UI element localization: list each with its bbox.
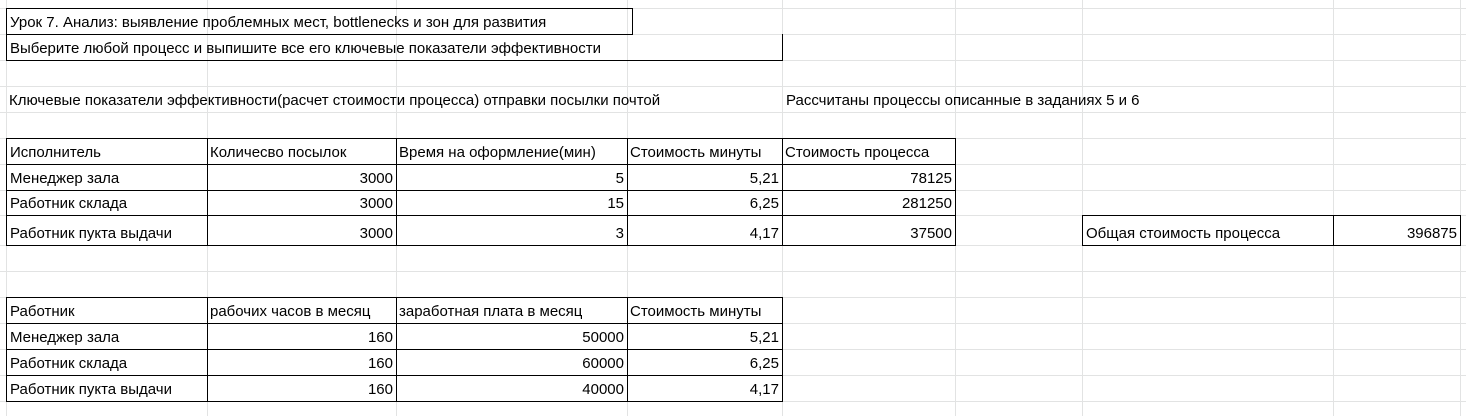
table1-cell[interactable]: 15 [396,190,628,216]
table2-cell[interactable]: 160 [207,323,397,350]
table2-header-minute-cost[interactable]: Стоимость минуты [627,297,783,324]
table1-cell[interactable]: 3000 [207,190,397,216]
table2-cell[interactable]: 5,21 [627,323,783,350]
table2-cell[interactable]: 6,25 [627,349,783,376]
table1-header-performer[interactable]: Исполнитель [6,138,208,165]
table1-header-process-cost[interactable]: Стоимость процесса [782,138,956,165]
table2-cell[interactable]: 60000 [396,349,628,376]
table1-header-parcels[interactable]: Количесво посылок [207,138,397,165]
grid-row-line [0,112,1466,113]
table1-cell[interactable]: 3000 [207,215,397,246]
table1-cell[interactable]: 3 [396,215,628,246]
table2-cell[interactable]: 160 [207,375,397,402]
grid-col-line [1460,0,1461,416]
table1-cell[interactable]: 37500 [782,215,956,246]
task-cell[interactable]: Выберите любой процесс и выпишите все ег… [6,34,783,61]
table1-cell[interactable]: 5,21 [627,164,783,191]
table1-cell[interactable]: Работник склада [6,190,208,216]
total-cost-value[interactable]: 396875 [1333,215,1461,246]
table1-cell[interactable]: Работник пукта выдачи [6,215,208,246]
table2-header-monthly-hours[interactable]: рабочих часов в месяц [207,297,397,324]
grid-row-line [0,8,1466,9]
table2-cell[interactable]: Менеджер зала [6,323,208,350]
total-cost-label[interactable]: Общая стоимость процесса [1082,215,1334,246]
title-cell[interactable]: Урок 7. Анализ: выявление проблемных мес… [6,8,633,35]
table1-cell[interactable]: 6,25 [627,190,783,216]
table2-cell[interactable]: 40000 [396,375,628,402]
grid-row-line [0,271,1466,272]
grid-col-line [1333,0,1334,416]
table1-cell[interactable]: 4,17 [627,215,783,246]
table1-header-processing-time[interactable]: Время на оформление(мин) [396,138,628,165]
table2-header-worker[interactable]: Работник [6,297,208,324]
table1-header-minute-cost[interactable]: Стоимость минуты [627,138,783,165]
table2-cell[interactable]: 4,17 [627,375,783,402]
table1-cell[interactable]: Менеджер зала [6,164,208,191]
grid-col-line [1082,0,1083,416]
section-heading-cell[interactable]: Ключевые показатели эффективности(расчет… [9,92,661,109]
table1-cell[interactable]: 5 [396,164,628,191]
note-cell[interactable]: Рассчитаны процессы описанные в заданиях… [786,92,1140,109]
table1-cell[interactable]: 3000 [207,164,397,191]
table2-header-monthly-salary[interactable]: заработная плата в месяц [396,297,628,324]
table2-cell[interactable]: Работник пукта выдачи [6,375,208,402]
table1-cell[interactable]: 281250 [782,190,956,216]
table2-cell[interactable]: 50000 [396,323,628,350]
table1-cell[interactable]: 78125 [782,164,956,191]
table2-cell[interactable]: 160 [207,349,397,376]
table2-cell[interactable]: Работник склада [6,349,208,376]
grid-row-line [0,86,1466,87]
grid-row-line [0,34,1466,35]
